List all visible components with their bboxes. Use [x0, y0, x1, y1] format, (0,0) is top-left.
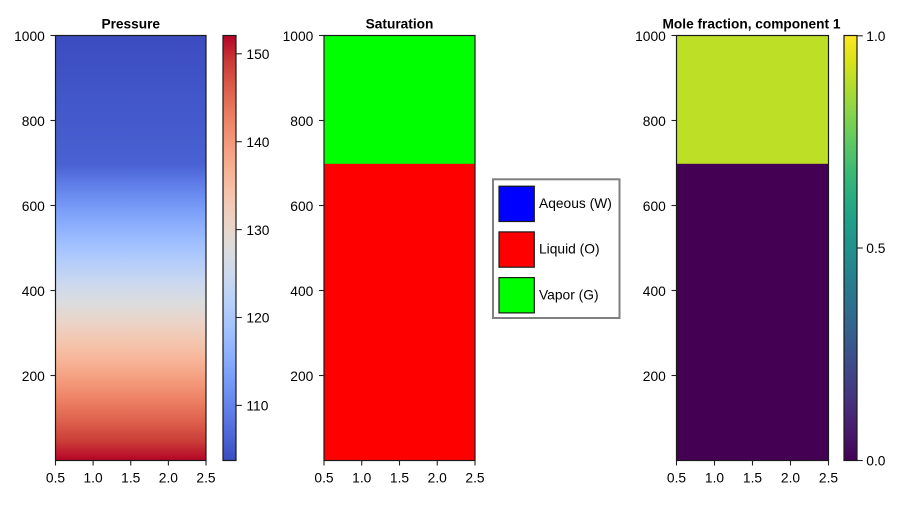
svg-text:1.0: 1.0	[705, 470, 725, 485]
svg-text:1000: 1000	[635, 29, 666, 44]
svg-text:200: 200	[22, 369, 45, 384]
svg-text:400: 400	[643, 284, 666, 299]
svg-text:0.5: 0.5	[314, 470, 334, 485]
svg-text:1.0: 1.0	[84, 470, 104, 485]
svg-text:1.5: 1.5	[121, 470, 141, 485]
svg-text:120: 120	[246, 311, 269, 326]
svg-text:400: 400	[290, 284, 313, 299]
svg-text:600: 600	[290, 199, 313, 214]
svg-text:600: 600	[22, 199, 45, 214]
svg-text:800: 800	[643, 114, 666, 129]
svg-text:1.0: 1.0	[352, 470, 372, 485]
svg-text:1.5: 1.5	[743, 470, 763, 485]
svg-text:Mole fraction, component 1: Mole fraction, component 1	[663, 16, 841, 31]
svg-text:Saturation: Saturation	[366, 16, 434, 31]
svg-text:110: 110	[246, 399, 268, 414]
svg-text:150: 150	[246, 47, 269, 62]
svg-text:Liquid (O): Liquid (O)	[539, 242, 600, 257]
svg-text:2.0: 2.0	[159, 470, 179, 485]
svg-text:0.0: 0.0	[866, 454, 886, 469]
svg-text:Vapor (G): Vapor (G)	[539, 287, 599, 302]
svg-text:1000: 1000	[14, 29, 45, 44]
svg-text:130: 130	[246, 223, 269, 238]
svg-text:400: 400	[22, 284, 45, 299]
svg-text:2.0: 2.0	[781, 470, 801, 485]
svg-text:0.5: 0.5	[667, 470, 687, 485]
svg-text:800: 800	[22, 114, 45, 129]
svg-text:1000: 1000	[283, 29, 314, 44]
svg-text:2.0: 2.0	[428, 470, 448, 485]
svg-text:Aqeous (W): Aqeous (W)	[539, 196, 612, 211]
svg-text:1.0: 1.0	[866, 29, 886, 44]
svg-text:200: 200	[290, 369, 313, 384]
svg-text:2.5: 2.5	[196, 470, 216, 485]
svg-text:0.5: 0.5	[866, 241, 886, 256]
svg-text:600: 600	[643, 199, 666, 214]
svg-text:0.5: 0.5	[46, 470, 66, 485]
svg-text:200: 200	[643, 369, 666, 384]
svg-text:2.5: 2.5	[465, 470, 485, 485]
svg-text:2.5: 2.5	[819, 470, 839, 485]
svg-text:140: 140	[246, 135, 269, 150]
svg-text:800: 800	[290, 114, 313, 129]
svg-text:Pressure: Pressure	[101, 16, 160, 31]
svg-text:1.5: 1.5	[390, 470, 410, 485]
